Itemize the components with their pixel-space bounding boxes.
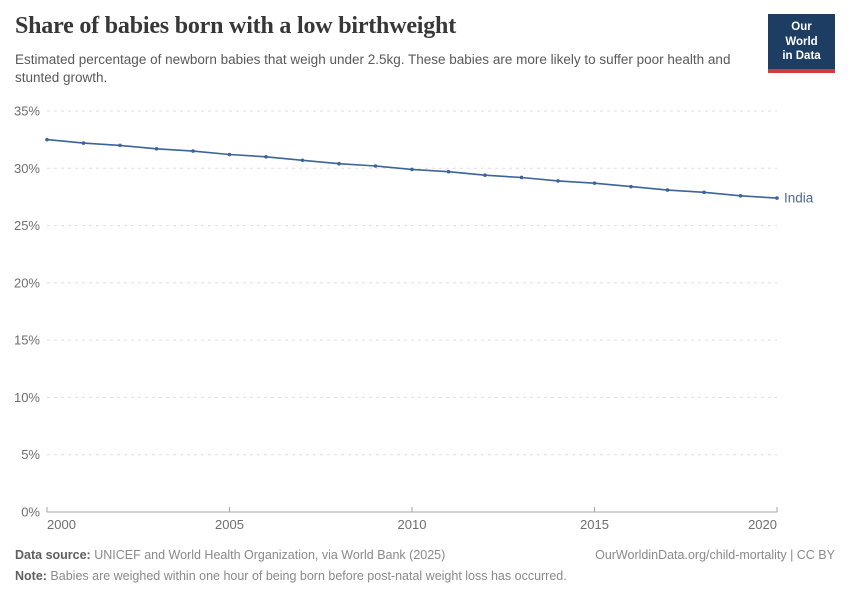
data-point (264, 155, 268, 159)
data-point (775, 196, 779, 200)
data-point (410, 167, 414, 172)
data-point (592, 181, 597, 185)
data-point (118, 143, 122, 148)
data-point (45, 137, 49, 142)
x-tick-label: 2010 (398, 517, 427, 532)
data-point (81, 141, 86, 145)
y-tick-label: 35% (14, 104, 40, 119)
data-point (483, 173, 487, 177)
y-tick-label: 25% (14, 218, 40, 233)
owid-logo-line2: in Data (782, 50, 821, 63)
footer-sources-row: Data source: UNICEF and World Health Org… (15, 548, 835, 562)
x-tick-label: 2020 (748, 517, 777, 532)
data-point (702, 190, 706, 195)
chart-canvas[interactable]: 0% 5% 10% 15% 20% 25% 30% 35% 2000 2005 2010 2015 20… (0, 90, 850, 540)
page-title: Share of babies born with a low birthwei… (15, 13, 457, 39)
y-tick-label: 20% (14, 275, 40, 290)
data-point (337, 161, 341, 166)
x-tick-label: 2015 (580, 517, 609, 532)
data-point (154, 147, 159, 151)
y-tick-label: 0% (21, 505, 40, 520)
owid-logo[interactable]: Our World in Data (768, 14, 835, 74)
data-point (556, 179, 560, 183)
data-point (446, 169, 451, 174)
data-point (227, 152, 232, 157)
owid-logo-line1: Our World (785, 21, 818, 48)
data-source-label: Data source: (15, 548, 91, 562)
note-label: Note: (15, 569, 47, 583)
data-point (373, 164, 378, 168)
x-tick-label: 2005 (215, 517, 244, 532)
entity-label[interactable]: India (784, 191, 814, 206)
x-tick-label: 2000 (47, 517, 76, 532)
data-source-text: Data source: UNICEF and World Health Org… (15, 548, 446, 562)
footer-note-row: Note: Babies are weighed within one hour… (15, 569, 835, 583)
data-point (629, 184, 633, 189)
data-point (519, 175, 524, 180)
data-point (665, 188, 670, 192)
data-point (738, 193, 743, 198)
data-point (191, 149, 195, 153)
data-point (300, 158, 305, 163)
chart-subtitle: Estimated percentage of newborn babies t… (15, 52, 731, 85)
note-text: Note: Babies are weighed within one hour… (15, 569, 567, 583)
y-tick-label: 10% (14, 390, 40, 405)
footer-link[interactable]: OurWorldinData.org/child-mortality | CC … (595, 548, 835, 562)
y-tick-label: 15% (14, 333, 40, 348)
y-tick-label: 5% (21, 447, 40, 462)
y-tick-label: 30% (14, 161, 40, 176)
